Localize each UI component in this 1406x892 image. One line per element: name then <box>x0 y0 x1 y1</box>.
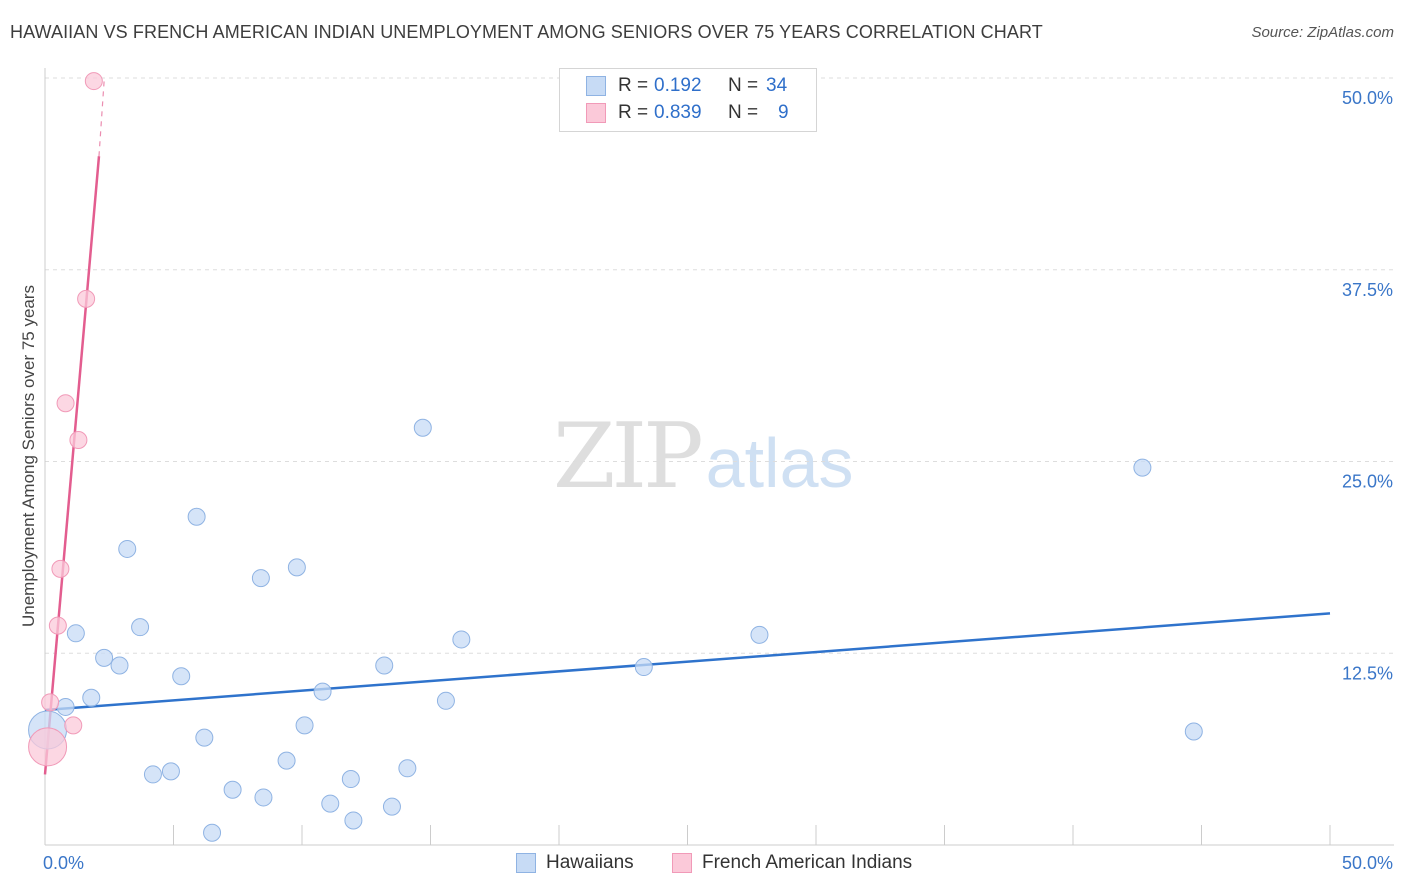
data-point-hawaiians <box>143 765 162 784</box>
legend-r-value: 0.192 <box>654 75 702 96</box>
data-point-french <box>69 431 88 450</box>
data-point-french <box>41 693 60 712</box>
data-point-hawaiians <box>436 691 455 710</box>
watermark-zip: ZIP <box>553 404 704 509</box>
data-point-hawaiians <box>187 507 206 526</box>
data-point-french <box>51 559 70 578</box>
tick-labels: 12.5% 25.0% 37.5% 50.0% 0.0% 50.0% <box>43 88 1393 873</box>
data-point-hawaiians <box>295 716 314 735</box>
y-tick-label: 50.0% <box>1342 88 1393 108</box>
data-point-hawaiians <box>118 539 137 558</box>
data-point-french <box>77 289 96 308</box>
data-point-hawaiians <box>375 656 394 675</box>
watermark-atlas: atlas <box>705 424 854 502</box>
data-point-french <box>64 716 83 735</box>
bottom-legend-swatch-french <box>672 853 692 873</box>
data-point-hawaiians <box>1184 722 1203 741</box>
legend-r-value: 0.839 <box>654 102 702 123</box>
trend-line-hawaiians <box>44 612 1331 712</box>
grid <box>45 77 1394 654</box>
bottom-legend-french: French American Indians <box>672 851 912 875</box>
data-point-hawaiians <box>277 751 296 770</box>
data-point-hawaiians <box>131 618 150 637</box>
bottom-legend-hawaiians: Hawaiians <box>516 851 634 875</box>
legend-r-label: R = <box>618 102 649 123</box>
data-point-hawaiians <box>313 682 332 701</box>
legend-n-value: 9 <box>778 102 789 123</box>
data-point-hawaiians <box>634 658 653 677</box>
data-point-hawaiians <box>1133 458 1152 477</box>
data-point-hawaiians <box>344 811 363 830</box>
data-point-hawaiians <box>172 667 191 686</box>
legend-n-value: 34 <box>766 75 788 96</box>
data-point-french <box>84 72 103 91</box>
chart-title: HAWAIIAN VS FRENCH AMERICAN INDIAN UNEMP… <box>10 22 1043 42</box>
data-point-hawaiians <box>251 569 270 588</box>
x-tick-label: 0.0% <box>43 853 84 873</box>
data-point-hawaiians <box>82 688 101 707</box>
data-point-hawaiians <box>398 759 417 778</box>
legend-swatch-french <box>586 103 606 123</box>
x-tick-label: 50.0% <box>1342 853 1393 873</box>
correlation-legend: R = 0.192 N = 34 R = 0.839 N = 9 <box>559 68 817 132</box>
bottom-legend-swatch-hawaiians <box>516 853 536 873</box>
legend-n-label: N = <box>728 102 759 123</box>
data-point-hawaiians <box>203 823 222 842</box>
bottom-legend-label-french: French American Indians <box>702 852 913 873</box>
data-point-hawaiians <box>341 770 360 789</box>
y-tick-label: 37.5% <box>1342 280 1393 300</box>
y-tick-label: 25.0% <box>1342 472 1393 492</box>
watermark: ZIPatlas <box>553 404 854 509</box>
data-point-hawaiians <box>382 797 401 816</box>
data-point-hawaiians <box>95 648 114 667</box>
data-point-french <box>56 394 75 413</box>
legend-r-label: R = <box>618 75 649 96</box>
source-label: Source: ZipAtlas.com <box>1251 24 1394 41</box>
data-point-hawaiians <box>413 418 432 437</box>
data-point-hawaiians <box>254 788 273 807</box>
trend-line-french <box>43 156 101 775</box>
bottom-legend-label-hawaiians: Hawaiians <box>546 852 634 873</box>
data-point-french <box>28 727 68 767</box>
data-point-french <box>48 616 67 635</box>
data-point-hawaiians <box>66 624 85 643</box>
legend-n-label: N = <box>728 75 759 96</box>
trend-extension-french <box>98 81 105 157</box>
data-point-hawaiians <box>110 656 129 675</box>
data-point-hawaiians <box>287 558 306 577</box>
data-point-hawaiians <box>56 697 75 716</box>
data-point-hawaiians <box>195 728 214 747</box>
data-point-hawaiians <box>321 794 340 813</box>
data-point-hawaiians <box>161 762 180 781</box>
legend-swatch-hawaiians <box>586 76 606 96</box>
y-tick-label: 12.5% <box>1342 663 1393 683</box>
data-point-hawaiians <box>452 630 471 649</box>
data-points <box>28 72 1203 842</box>
data-point-hawaiians <box>223 780 242 799</box>
data-point-hawaiians <box>750 625 769 644</box>
trend-lines <box>43 81 1331 775</box>
